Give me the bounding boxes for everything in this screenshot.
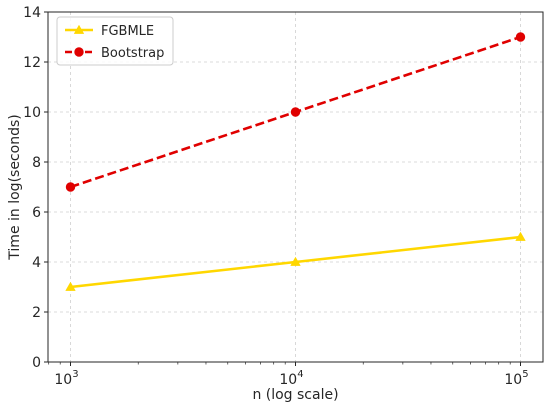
y-tick-label: 10 xyxy=(23,105,41,121)
legend: FGBMLE Bootstrap xyxy=(56,16,174,66)
data-point xyxy=(290,107,301,117)
data-point xyxy=(290,256,301,266)
y-tick-label: 2 xyxy=(32,305,41,321)
x-tick-label: 103 xyxy=(54,369,78,388)
y-tick-label: 8 xyxy=(32,155,41,171)
data-point xyxy=(65,182,76,192)
data-point xyxy=(515,231,526,241)
x-tick-base: 10 xyxy=(54,372,72,388)
y-tick-label: 4 xyxy=(32,255,41,271)
x-tick-label: 105 xyxy=(504,369,528,388)
x-tick-exponent: 3 xyxy=(72,369,78,380)
legend-item: Bootstrap xyxy=(65,46,164,61)
data-point xyxy=(65,281,76,291)
series-bootstrap xyxy=(65,32,526,192)
y-tick-label: 6 xyxy=(32,205,41,221)
legend-label: FGBMLE xyxy=(101,24,154,39)
legend-marker xyxy=(73,24,85,34)
y-axis-label: Time in log(seconds) xyxy=(7,114,23,260)
y-tick-label: 0 xyxy=(32,355,41,371)
series-fgbmle xyxy=(65,231,526,291)
x-tick-exponent: 4 xyxy=(297,369,303,380)
y-tick-label: 12 xyxy=(23,55,41,71)
legend-marker xyxy=(74,47,84,57)
plot-frame xyxy=(47,11,544,363)
legend-item: FGBMLE xyxy=(65,24,154,39)
x-axis-label: n (log scale) xyxy=(252,387,338,403)
x-tick-base: 10 xyxy=(279,372,297,388)
legend-label: Bootstrap xyxy=(101,46,164,61)
x-tick-base: 10 xyxy=(504,372,522,388)
y-tick-label: 14 xyxy=(23,5,41,21)
series-layer xyxy=(65,32,526,291)
x-tick-label: 104 xyxy=(279,369,303,388)
data-point xyxy=(515,32,526,42)
x-tick-exponent: 5 xyxy=(522,369,528,380)
